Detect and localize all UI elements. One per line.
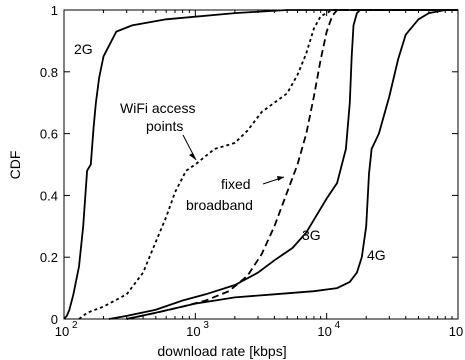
series-line-4g — [126, 9, 458, 320]
x-tick-label: 10 — [55, 324, 69, 339]
annotation-fixed-line1: fixed — [221, 176, 251, 192]
ticks-layer: 10210310410500.20.40.60.81 — [40, 3, 463, 339]
y-tick-label: 0.4 — [40, 188, 58, 203]
arrow-fixed-head — [277, 176, 284, 181]
series-line-3g — [108, 9, 458, 320]
y-axis-label: CDF — [7, 151, 23, 180]
annotation-wifi-line1: WiFi access — [120, 100, 195, 116]
x-axis-label: download rate [kbps] — [157, 343, 286, 359]
x-tick-exponent: 4 — [335, 320, 341, 331]
series-line-fixed-broadband — [126, 9, 458, 320]
y-tick-label: 1 — [51, 3, 58, 18]
arrow-wifi-head — [189, 153, 196, 160]
y-tick-label: 0.6 — [40, 127, 58, 142]
annotation-4g: 4G — [367, 247, 386, 263]
y-tick-label: 0 — [51, 312, 58, 327]
annotation-wifi-line2: points — [146, 118, 183, 134]
x-tick-label: 10 — [317, 324, 331, 339]
y-tick-label: 0.2 — [40, 250, 58, 265]
annotation-fixed-line2: broadband — [186, 197, 253, 213]
series-layer — [63, 9, 458, 320]
series-line-wifi-access-points — [78, 9, 458, 320]
axes-box — [63, 9, 459, 320]
series-line-2g — [63, 9, 458, 320]
y-tick-label: 0.8 — [40, 65, 58, 80]
x-tick-label: 10 — [449, 324, 463, 339]
annotation-3g: 3G — [302, 227, 321, 243]
x-tick-exponent: 3 — [203, 320, 209, 331]
x-tick-exponent: 2 — [72, 320, 78, 331]
x-tick-label: 10 — [186, 324, 200, 339]
annotation-2g: 2G — [74, 41, 93, 57]
